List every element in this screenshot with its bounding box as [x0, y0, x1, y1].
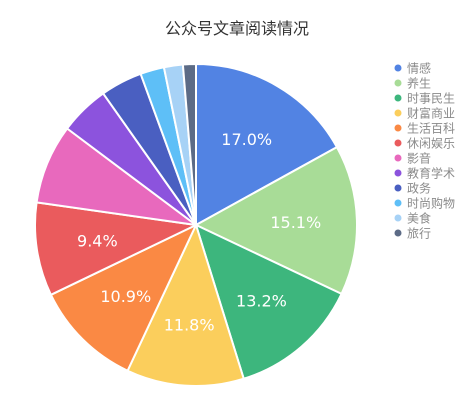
pie-slice-4[interactable] — [126, 224, 245, 387]
legend-item-label[interactable]: 时尚购物 — [407, 196, 455, 211]
legend-marker — [394, 199, 402, 207]
pie-slice-2[interactable] — [195, 146, 358, 295]
slice-value-label: 11.8% — [164, 316, 215, 335]
legend-marker — [394, 214, 402, 222]
pie-slice-1[interactable] — [195, 63, 338, 226]
legend-item-label[interactable]: 时事民生 — [407, 92, 455, 106]
legend-item-label[interactable]: 休闲娱乐 — [407, 137, 455, 151]
legend-item-label[interactable]: 旅行 — [407, 227, 431, 241]
legend-marker — [394, 139, 402, 147]
pie-slice-5[interactable] — [49, 224, 197, 372]
slice-value-label: 10.9% — [100, 287, 151, 306]
legend-marker — [394, 184, 402, 192]
slice-value-label: 13.2% — [236, 291, 287, 310]
legend-marker — [394, 64, 402, 72]
slice-value-label: 9.4% — [77, 231, 118, 250]
legend-item-label[interactable]: 美食 — [407, 211, 431, 226]
legend-item-label[interactable]: 情感 — [407, 61, 431, 76]
legend-item-label[interactable]: 影音 — [407, 151, 431, 166]
legend-marker — [394, 124, 402, 132]
chart-title: 公众号文章阅读情况 — [165, 19, 309, 38]
slice-value-label: 17.0% — [221, 130, 272, 149]
legend-marker — [394, 109, 402, 117]
pie-slice-labels: 17.0% 15.1% 13.2% 11.8% 10.9% 9.4% — [77, 130, 321, 335]
legend-item-label[interactable]: 教育学术 — [407, 166, 455, 181]
legend-item-label[interactable]: 生活百科 — [407, 122, 455, 136]
legend-item-label[interactable]: 政务 — [407, 181, 431, 196]
legend-marker — [394, 94, 402, 102]
legend-marker — [394, 79, 402, 87]
pie-slice-6[interactable] — [34, 201, 197, 296]
slice-value-label: 15.1% — [270, 213, 321, 232]
legend-item-label[interactable]: 财富商业 — [407, 106, 455, 121]
legend-item-label[interactable]: 养生 — [407, 76, 431, 91]
pie-slices — [34, 62, 358, 387]
legend-marker — [394, 154, 402, 162]
legend-marker — [394, 169, 402, 177]
pie-slice-12[interactable] — [181, 62, 197, 226]
legend-marker — [394, 229, 402, 237]
